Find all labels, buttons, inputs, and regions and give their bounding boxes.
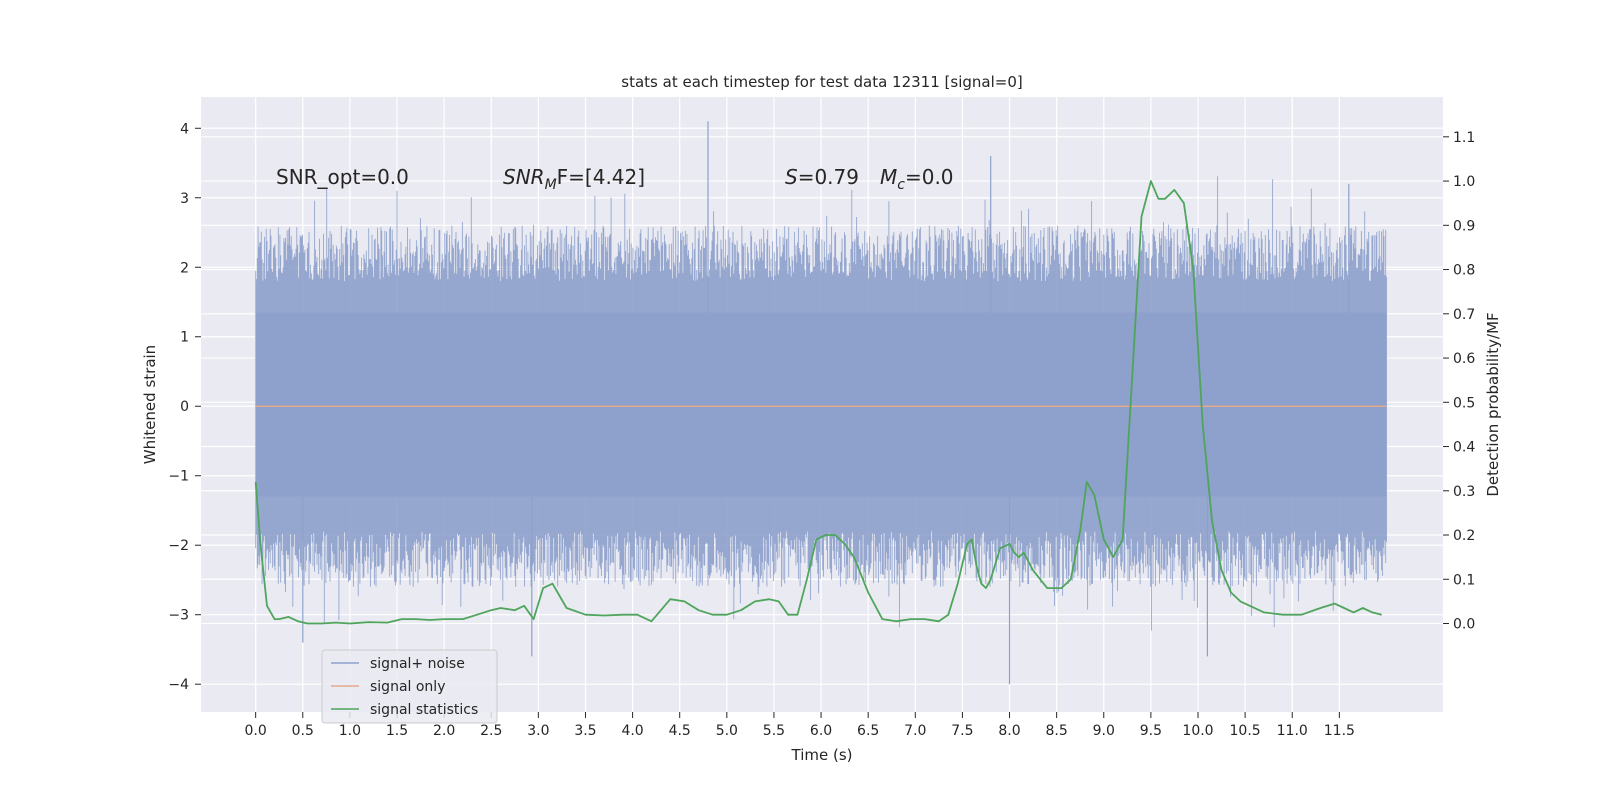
x-tick-label: 8.0 (998, 723, 1020, 739)
axis-ticks: 0.0 0.5 1.0 1.5 2.0 2.5 3.0 3.5 4.0 4.5 5.0 5.5 6.0 6… (168, 121, 1475, 739)
x-tick-label: 11.0 (1277, 723, 1308, 739)
x-tick-label: 2.0 (433, 723, 455, 739)
snr-mf-subscript: M (545, 177, 557, 193)
x-tick-label: 5.0 (716, 723, 738, 739)
y-left-tick-label: 1 (180, 330, 189, 346)
y-right-tick-label: 0.5 (1453, 395, 1475, 411)
y-left-tick-label: 3 (180, 191, 189, 207)
y-right-tick-label: 0.7 (1453, 307, 1475, 323)
y-right-tick-label: 0.0 (1453, 617, 1475, 633)
chart-title: stats at each timestep for test data 123… (621, 73, 1022, 91)
x-tick-label: 2.5 (480, 723, 502, 739)
x-tick-label: 5.5 (763, 723, 785, 739)
mc-subscript: c (897, 177, 905, 193)
s-variable: S (785, 165, 798, 189)
annotation-s: S=0.79 (785, 165, 859, 189)
x-tick-label: 0.5 (292, 723, 314, 739)
x-tick-label: 10.5 (1230, 723, 1261, 739)
x-tick-label: 6.0 (810, 723, 832, 739)
y-left-tick-label: 4 (180, 121, 189, 137)
mc-variable: M (880, 165, 897, 189)
x-tick-label: 8.5 (1046, 723, 1068, 739)
y-right-tick-label: 1.0 (1453, 174, 1475, 190)
y-left-tick-label: 2 (180, 260, 189, 276)
x-tick-label: 9.5 (1140, 723, 1162, 739)
annotation-snr-opt: SNR_opt=0.0 (276, 165, 409, 189)
x-tick-label: 10.0 (1182, 723, 1213, 739)
y-right-tick-label: 0.2 (1453, 528, 1475, 544)
y-left-tick-label: −4 (168, 677, 189, 693)
snr-mf-suffix: F=[4.42] (557, 165, 645, 189)
y-right-tick-label: 0.1 (1453, 572, 1475, 588)
x-tick-label: 1.5 (386, 723, 408, 739)
y-right-tick-label: 0.3 (1453, 484, 1475, 500)
annotation-snr-mf: SNRMF=[4.42] (503, 165, 645, 193)
annotation-mc: Mc=0.0 (880, 165, 954, 193)
y-right-tick-label: 0.6 (1453, 351, 1475, 367)
y-left-tick-label: −1 (168, 469, 189, 485)
x-tick-label: 11.5 (1324, 723, 1355, 739)
x-tick-label: 1.0 (339, 723, 361, 739)
x-tick-label: 3.0 (527, 723, 549, 739)
snr-mf-prefix: SNR (503, 165, 545, 189)
mc-value: =0.0 (905, 165, 954, 189)
x-tick-label: 4.5 (669, 723, 691, 739)
signal-statistics-line (254, 180, 1382, 625)
x-axis-label: Time (s) (791, 746, 853, 764)
x-tick-label: 3.5 (574, 723, 596, 739)
legend-label-signal-statistics: signal statistics (370, 702, 478, 718)
legend-label-signal-noise: signal+ noise (370, 656, 465, 672)
legend: signal+ noise signal only signal statist… (321, 649, 498, 724)
legend-box (321, 649, 498, 724)
s-value: =0.79 (798, 165, 859, 189)
y-right-tick-label: 1.1 (1453, 130, 1475, 146)
y-axis-label-left: Whitened strain (141, 345, 159, 464)
y-left-tick-label: −3 (168, 608, 189, 624)
x-tick-label: 0.0 (245, 723, 267, 739)
y-axis-label-right: Detection probability/MF (1484, 312, 1502, 496)
y-left-tick-label: 0 (180, 399, 189, 415)
x-tick-label: 9.0 (1093, 723, 1115, 739)
y-left-tick-label: −2 (168, 538, 189, 554)
y-right-tick-label: 0.4 (1453, 440, 1475, 456)
y-right-tick-label: 0.9 (1453, 218, 1475, 234)
line-series (254, 180, 1387, 625)
x-tick-label: 7.5 (951, 723, 973, 739)
x-tick-label: 4.0 (621, 723, 643, 739)
x-tick-label: 7.0 (904, 723, 926, 739)
legend-label-signal-only: signal only (370, 679, 445, 695)
x-tick-label: 6.5 (857, 723, 879, 739)
y-right-tick-label: 0.8 (1453, 263, 1475, 279)
